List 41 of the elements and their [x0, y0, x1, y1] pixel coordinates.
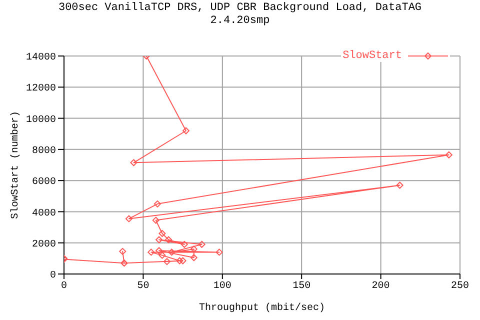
y-tick-label: 0	[50, 270, 56, 282]
y-tick-label: 8000	[32, 146, 56, 157]
point	[125, 215, 132, 222]
x-tick-label: 200	[372, 281, 390, 292]
x-tick-label: 150	[292, 281, 311, 292]
point	[156, 247, 163, 254]
point	[445, 151, 452, 158]
y-tick-label: 6000	[32, 177, 56, 188]
y-tick-label: 2000	[32, 239, 56, 250]
point	[152, 216, 160, 224]
point	[130, 159, 138, 166]
point	[165, 236, 172, 244]
point	[156, 236, 163, 244]
x-tick-label: 0	[60, 281, 68, 292]
legend-label: SlowStart	[342, 50, 402, 62]
point	[163, 258, 170, 266]
point	[180, 240, 188, 248]
y-axis-title: SlowStart (number)	[10, 110, 22, 220]
y-tick-label: 10000	[26, 114, 56, 126]
point	[198, 240, 206, 248]
x-tick-label: 50	[137, 281, 150, 292]
y-tick-label: 14000	[26, 52, 56, 64]
point	[396, 182, 404, 189]
point	[119, 248, 126, 255]
point	[179, 257, 186, 264]
point	[182, 127, 190, 134]
y-tick-label: 4000	[32, 208, 56, 220]
chart-subtitle: 2.4.20smp	[209, 15, 271, 28]
point	[216, 248, 223, 256]
x-tick-label: 100	[213, 281, 232, 292]
point	[158, 252, 166, 259]
point	[154, 200, 161, 208]
chart-title: 300sec VanillaTCP DRS, UDP CBR Background Load, DataTAG	[57, 2, 423, 15]
point	[148, 248, 155, 256]
point	[190, 254, 198, 262]
point	[168, 248, 176, 256]
point	[176, 257, 184, 264]
y-tick-label: 12000	[26, 84, 56, 95]
x-tick-label: 250	[450, 281, 470, 292]
point	[158, 230, 166, 238]
x-axis-title: Throughput (mbit/sec)	[198, 302, 326, 314]
